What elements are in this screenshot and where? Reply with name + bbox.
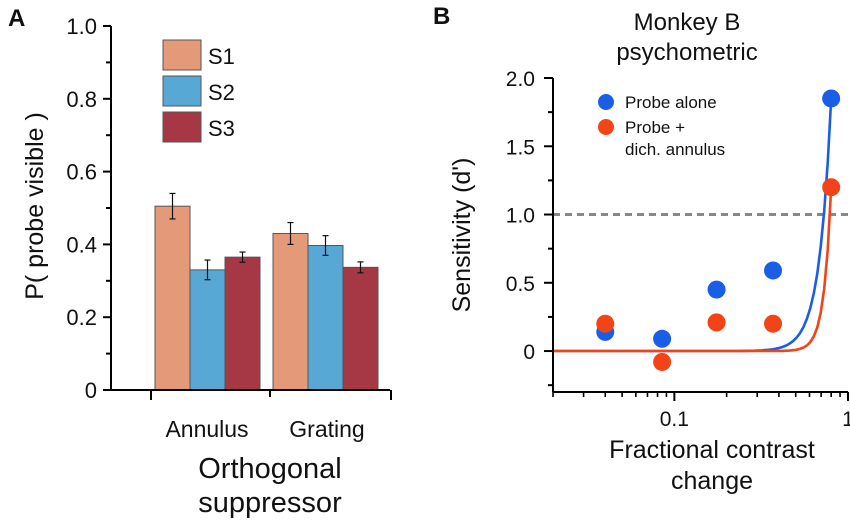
- panel-b-label: B: [433, 3, 450, 30]
- panel-a-categories: Annulus Grating: [165, 416, 364, 442]
- panel-a-x-axis-label-line2: suppressor: [198, 487, 342, 519]
- panel-a-label: A: [8, 5, 25, 32]
- panel-b-y-ticks: 0 0.5 1.0 1.5 2.0: [506, 68, 553, 387]
- panel-b-y-tick-label: 0: [523, 341, 535, 364]
- panel-b-x-tick-label: 1: [842, 408, 850, 431]
- legend-swatch-s3: [162, 111, 202, 143]
- panel-a-axes: [110, 26, 392, 400]
- panel-b-title-line2: psychometric: [616, 39, 757, 66]
- panel-b-y-axis-label: Sensitivity (d'): [448, 158, 476, 313]
- panel-b-points: [596, 89, 841, 371]
- legend-label-s2: S2: [208, 80, 235, 105]
- error-bar-s2-annulus: [204, 259, 211, 281]
- panel-a: A P( probe visible ) 0 0.2 0.4 0.6 0.8 1.0 An…: [8, 5, 392, 519]
- data-point-probe-dich-annulus: [822, 178, 841, 197]
- legend-label-s1: S1: [208, 44, 235, 69]
- legend-label-s3: S3: [208, 116, 235, 141]
- panel-a-y-tick-label: 0: [85, 378, 97, 403]
- error-bar-s2-grating: [322, 235, 329, 256]
- error-bar-s3-annulus: [239, 251, 246, 263]
- error-bar-s1-annulus: [169, 192, 176, 220]
- data-point-probe-dich-annulus: [764, 314, 783, 333]
- data-point-probe-alone: [653, 329, 672, 348]
- bar-s2-grating: [307, 244, 344, 391]
- panel-a-x-axis-label-line1: Orthogonal: [198, 453, 342, 485]
- panel-b-y-tick-label: 1.5: [506, 136, 535, 159]
- panel-b-legend: Probe alone Probe + dich. annulus: [598, 93, 725, 159]
- panel-a-y-tick-label: 0.6: [66, 160, 97, 185]
- panel-a-y-axis-label: P( probe visible ): [21, 112, 49, 300]
- panel-a-y-tick-label: 1.0: [66, 14, 97, 39]
- legend-swatch-s1: [162, 39, 202, 71]
- panel-a-y-tick-label: 0.4: [66, 232, 97, 257]
- panel-b-fit-curves: [553, 98, 833, 353]
- legend-marker-probe-alone: [598, 94, 614, 110]
- legend-label-probe-annulus-line1: Probe +: [625, 118, 685, 137]
- panel-b-x-axis-label-line1: Fractional contrast: [609, 436, 815, 464]
- panel-a-legend: S1 S2 S3: [162, 39, 235, 143]
- bar-s3-annulus: [224, 256, 261, 391]
- panel-b-title-line1: Monkey B: [634, 9, 741, 36]
- panel-a-y-tick-label: 0.2: [66, 305, 97, 330]
- panel-b-x-axis-label-line2: change: [671, 467, 753, 495]
- data-point-probe-dich-annulus: [707, 313, 726, 332]
- bar-s1-annulus: [154, 205, 191, 391]
- data-point-probe-dich-annulus: [653, 352, 672, 371]
- panel-b-y-tick-label: 2.0: [506, 68, 535, 91]
- fit-curve-probe-dich-annulus: [553, 187, 833, 353]
- fit-curve-probe-alone: [553, 98, 833, 353]
- panel-b-y-tick-label: 1.0: [506, 205, 535, 228]
- legend-swatch-s2: [162, 75, 202, 107]
- bar-s1-grating: [272, 232, 309, 391]
- legend-label-probe-annulus-line2: dich. annulus: [625, 140, 725, 159]
- data-point-probe-dich-annulus: [596, 314, 615, 333]
- panel-a-category-label-annulus: Annulus: [165, 416, 248, 442]
- bar-s2-annulus: [189, 269, 226, 391]
- panel-b: B Monkey B psychometric Sensitivity (d')…: [433, 3, 850, 495]
- error-bar-s3-grating: [357, 261, 364, 274]
- data-point-probe-alone: [764, 261, 783, 280]
- bar-s3-grating: [342, 266, 379, 391]
- panel-a-y-tick-label: 0.8: [66, 87, 97, 112]
- panel-b-x-tick-label: 0.1: [660, 408, 689, 431]
- panel-b-axes: [552, 78, 848, 393]
- panel-a-category-label-grating: Grating: [289, 416, 364, 442]
- data-point-probe-alone: [707, 280, 726, 299]
- legend-label-probe-alone: Probe alone: [625, 93, 717, 112]
- legend-marker-probe-annulus: [598, 119, 614, 135]
- error-bar-s1-grating: [287, 221, 294, 245]
- panel-b-y-tick-label: 0.5: [506, 273, 535, 296]
- panel-a-bars: [154, 192, 379, 391]
- data-point-probe-alone: [822, 89, 841, 108]
- panel-a-y-ticks: 0 0.2 0.4 0.6 0.8 1.0: [66, 14, 111, 403]
- panel-b-x-ticks: 0.1 1: [552, 392, 850, 431]
